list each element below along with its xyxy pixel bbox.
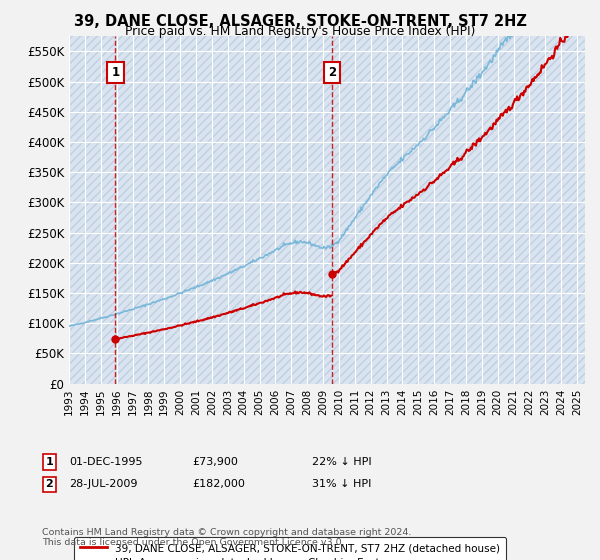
Text: £182,000: £182,000 xyxy=(192,479,245,489)
Text: £73,900: £73,900 xyxy=(192,457,238,467)
Text: Contains HM Land Registry data © Crown copyright and database right 2024.
This d: Contains HM Land Registry data © Crown c… xyxy=(42,528,412,547)
Legend: 39, DANE CLOSE, ALSAGER, STOKE-ON-TRENT, ST7 2HZ (detached house), HPI: Average : 39, DANE CLOSE, ALSAGER, STOKE-ON-TRENT,… xyxy=(74,537,506,560)
Text: 22% ↓ HPI: 22% ↓ HPI xyxy=(312,457,371,467)
Text: 1: 1 xyxy=(46,457,53,467)
Text: 2: 2 xyxy=(46,479,53,489)
Text: 31% ↓ HPI: 31% ↓ HPI xyxy=(312,479,371,489)
Text: 1: 1 xyxy=(111,66,119,80)
Text: 2: 2 xyxy=(328,66,336,80)
Text: Price paid vs. HM Land Registry's House Price Index (HPI): Price paid vs. HM Land Registry's House … xyxy=(125,25,475,38)
Text: 28-JUL-2009: 28-JUL-2009 xyxy=(69,479,137,489)
Text: 39, DANE CLOSE, ALSAGER, STOKE-ON-TRENT, ST7 2HZ: 39, DANE CLOSE, ALSAGER, STOKE-ON-TRENT,… xyxy=(74,14,526,29)
Text: 01-DEC-1995: 01-DEC-1995 xyxy=(69,457,143,467)
